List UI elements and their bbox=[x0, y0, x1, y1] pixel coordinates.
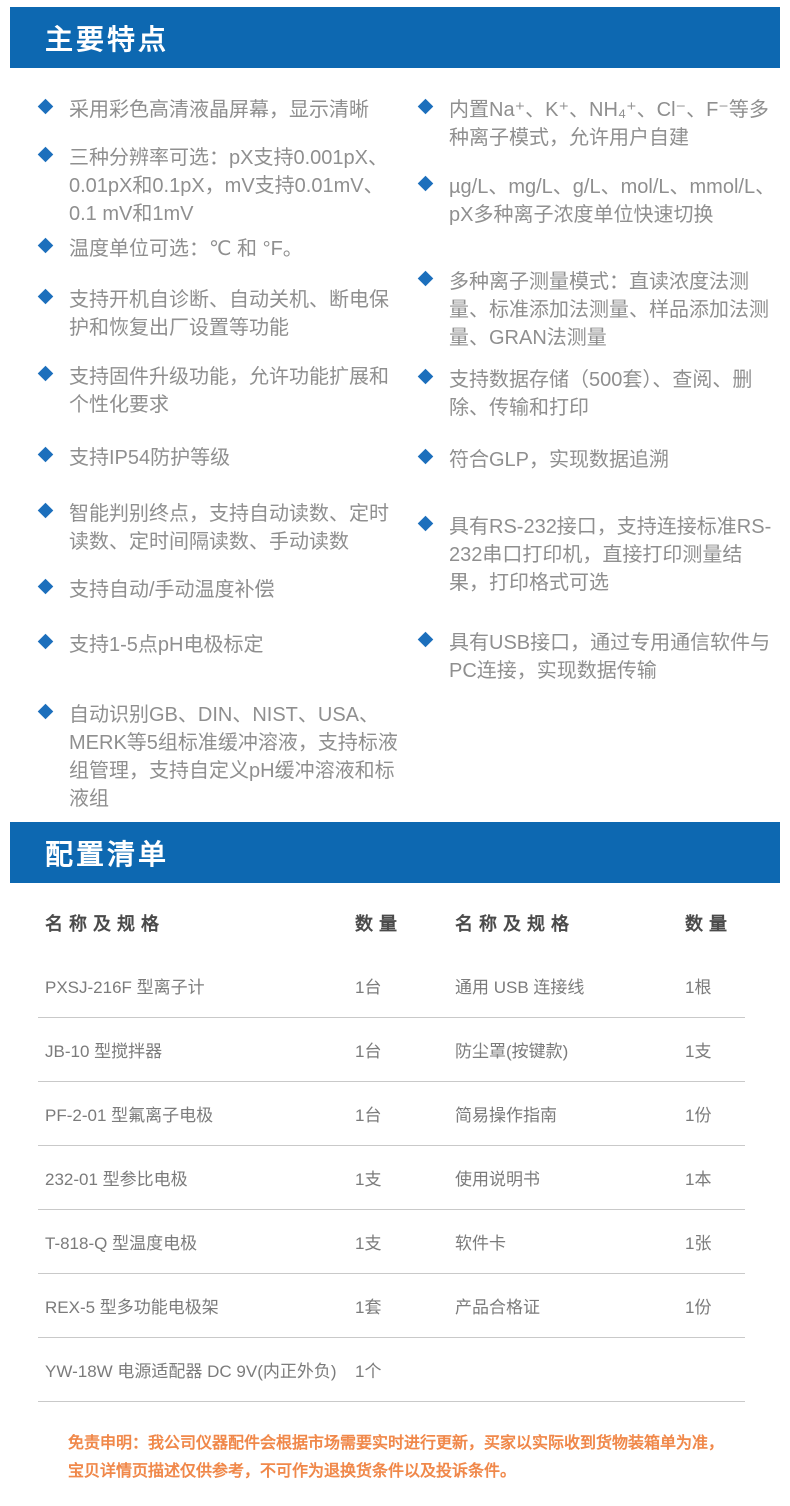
item-name: 232-01 型参比电极 bbox=[45, 1170, 188, 1189]
table-row: PXSJ-216F 型离子计 1台 通用 USB 连接线 1根 bbox=[38, 954, 745, 1018]
item-name: 通用 USB 连接线 bbox=[455, 978, 585, 997]
diamond-bullet-icon bbox=[37, 288, 54, 305]
packing-section-title: 配置清单 bbox=[45, 838, 170, 870]
feature-text: 自动识别GB、DIN、NIST、USA、MERK等5组标准缓冲溶液，支持标液组管… bbox=[69, 704, 398, 810]
feature-item: 支持1-5点pH电极标定 bbox=[37, 631, 402, 659]
feature-item: 温度单位可选：℃ 和 °F。 bbox=[37, 235, 402, 263]
feature-item: 具有USB接口，通过专用通信软件与PC连接，实现数据传输 bbox=[417, 629, 776, 685]
feature-item: 支持数据存储（500套）、查阅、删除、传输和打印 bbox=[417, 366, 776, 422]
feature-item: 三种分辨率可选：pX支持0.001pX、0.01pX和0.1pX，mV支持0.0… bbox=[37, 144, 402, 228]
item-name: JB-10 型搅拌器 bbox=[45, 1042, 163, 1061]
feature-text: 具有USB接口，通过专用通信软件与PC连接，实现数据传输 bbox=[449, 632, 771, 682]
table-row: T-818-Q 型温度电极 1支 软件卡 1张 bbox=[38, 1210, 745, 1274]
feature-text: 内置Na⁺、K⁺、NH₄⁺、Cl⁻、F⁻等多种离子模式，允许用户自建 bbox=[449, 99, 769, 149]
item-qty: 1支 bbox=[355, 1234, 382, 1253]
feature-text: 符合GLP，实现数据追溯 bbox=[449, 449, 670, 471]
item-qty: 1支 bbox=[685, 1042, 712, 1061]
feature-item: 支持自动/手动温度补偿 bbox=[37, 576, 402, 604]
table-row: YW-18W 电源适配器 DC 9V(内正外负) 1个 bbox=[38, 1338, 745, 1402]
item-qty: 1台 bbox=[355, 978, 382, 997]
item-name: PF-2-01 型氟离子电极 bbox=[45, 1106, 214, 1125]
features-section-header: 主要特点 bbox=[10, 7, 780, 68]
feature-text: 智能判别终点，支持自动读数、定时读数、定时间隔读数、手动读数 bbox=[69, 503, 389, 553]
header-qty-left: 数量 bbox=[355, 914, 403, 934]
item-name: 产品合格证 bbox=[455, 1298, 540, 1317]
feature-item: 多种离子测量模式：直读浓度法测量、标准添加法测量、样品添加法测量、GRAN法测量 bbox=[417, 268, 776, 352]
features-section-title: 主要特点 bbox=[45, 23, 170, 55]
feature-text: 采用彩色高清液晶屏幕，显示清晰 bbox=[69, 99, 369, 121]
disclaimer-text: 免责申明：我公司仪器配件会根据市场需要实时进行更新，买家以实际收到货物装箱单为准… bbox=[68, 1435, 725, 1480]
item-qty: 1张 bbox=[685, 1234, 712, 1253]
item-qty: 1套 bbox=[355, 1298, 382, 1317]
packing-list-table: 名称及规格 数量 名称及规格 数量 PXSJ-216F 型离子计 1台 通用 U… bbox=[38, 892, 745, 1402]
feature-item: µg/L、mg/L、g/L、mol/L、mmol/L、pX多种离子浓度单位快速切… bbox=[417, 173, 776, 229]
diamond-bullet-icon bbox=[37, 365, 54, 382]
diamond-bullet-icon bbox=[417, 368, 434, 385]
feature-item: 支持IP54防护等级 bbox=[37, 444, 402, 472]
feature-text: 支持自动/手动温度补偿 bbox=[69, 579, 275, 601]
item-qty: 1本 bbox=[685, 1170, 712, 1189]
item-qty: 1份 bbox=[685, 1106, 712, 1125]
item-qty: 1份 bbox=[685, 1298, 712, 1317]
item-qty: 1台 bbox=[355, 1042, 382, 1061]
feature-item: 符合GLP，实现数据追溯 bbox=[417, 446, 776, 474]
item-name: PXSJ-216F 型离子计 bbox=[45, 978, 205, 997]
item-name: REX-5 型多功能电极架 bbox=[45, 1298, 219, 1317]
item-name: 软件卡 bbox=[455, 1234, 506, 1253]
item-name: YW-18W 电源适配器 DC 9V(内正外负) bbox=[45, 1362, 337, 1381]
diamond-bullet-icon bbox=[417, 270, 434, 287]
feature-item: 采用彩色高清液晶屏幕，显示清晰 bbox=[37, 96, 402, 124]
diamond-bullet-icon bbox=[417, 98, 434, 115]
packing-section-header: 配置清单 bbox=[10, 822, 780, 883]
diamond-bullet-icon bbox=[37, 98, 54, 115]
table-row: REX-5 型多功能电极架 1套 产品合格证 1份 bbox=[38, 1274, 745, 1338]
feature-text: 支持开机自诊断、自动关机、断电保护和恢复出厂设置等功能 bbox=[69, 289, 389, 339]
table-row: PF-2-01 型氟离子电极 1台 简易操作指南 1份 bbox=[38, 1082, 745, 1146]
feature-text: 三种分辨率可选：pX支持0.001pX、0.01pX和0.1pX，mV支持0.0… bbox=[69, 147, 388, 225]
feature-text: 支持IP54防护等级 bbox=[69, 447, 231, 469]
feature-item: 自动识别GB、DIN、NIST、USA、MERK等5组标准缓冲溶液，支持标液组管… bbox=[37, 701, 402, 813]
feature-item: 具有RS-232接口，支持连接标准RS-232串口打印机，直接打印测量结果，打印… bbox=[417, 513, 776, 597]
table-row: 232-01 型参比电极 1支 使用说明书 1本 bbox=[38, 1146, 745, 1210]
item-qty: 1根 bbox=[685, 978, 712, 997]
table-header-row: 名称及规格 数量 名称及规格 数量 bbox=[38, 892, 745, 954]
item-qty: 1个 bbox=[355, 1362, 382, 1381]
item-qty: 1支 bbox=[355, 1170, 382, 1189]
item-name: 简易操作指南 bbox=[455, 1106, 557, 1125]
feature-text: 支持固件升级功能，允许功能扩展和个性化要求 bbox=[69, 366, 389, 416]
header-name-right: 名称及规格 bbox=[455, 914, 575, 934]
feature-item: 智能判别终点，支持自动读数、定时读数、定时间隔读数、手动读数 bbox=[37, 500, 402, 556]
feature-text: µg/L、mg/L、g/L、mol/L、mmol/L、pX多种离子浓度单位快速切… bbox=[449, 176, 776, 226]
feature-item: 支持固件升级功能，允许功能扩展和个性化要求 bbox=[37, 363, 402, 419]
header-name-left: 名称及规格 bbox=[45, 914, 165, 934]
diamond-bullet-icon bbox=[417, 515, 434, 532]
diamond-bullet-icon bbox=[417, 175, 434, 192]
table-row: JB-10 型搅拌器 1台 防尘罩(按键款) 1支 bbox=[38, 1018, 745, 1082]
item-name: T-818-Q 型温度电极 bbox=[45, 1234, 198, 1253]
diamond-bullet-icon bbox=[37, 578, 54, 595]
feature-text: 具有RS-232接口，支持连接标准RS-232串口打印机，直接打印测量结果，打印… bbox=[449, 516, 772, 594]
diamond-bullet-icon bbox=[37, 703, 54, 720]
feature-text: 支持数据存储（500套）、查阅、删除、传输和打印 bbox=[449, 369, 753, 419]
feature-item: 内置Na⁺、K⁺、NH₄⁺、Cl⁻、F⁻等多种离子模式，允许用户自建 bbox=[417, 96, 776, 152]
feature-text: 温度单位可选：℃ 和 °F。 bbox=[69, 238, 303, 260]
feature-text: 多种离子测量模式：直读浓度法测量、标准添加法测量、样品添加法测量、GRAN法测量 bbox=[449, 271, 769, 349]
diamond-bullet-icon bbox=[37, 237, 54, 254]
diamond-bullet-icon bbox=[37, 146, 54, 163]
diamond-bullet-icon bbox=[37, 502, 54, 519]
diamond-bullet-icon bbox=[37, 446, 54, 463]
item-qty: 1台 bbox=[355, 1106, 382, 1125]
item-name: 使用说明书 bbox=[455, 1170, 540, 1189]
diamond-bullet-icon bbox=[37, 633, 54, 650]
item-name: 防尘罩(按键款) bbox=[455, 1042, 569, 1061]
diamond-bullet-icon bbox=[417, 631, 434, 648]
feature-item: 支持开机自诊断、自动关机、断电保护和恢复出厂设置等功能 bbox=[37, 286, 402, 342]
header-qty-right: 数量 bbox=[685, 914, 733, 934]
diamond-bullet-icon bbox=[417, 448, 434, 465]
feature-text: 支持1-5点pH电极标定 bbox=[69, 634, 264, 656]
